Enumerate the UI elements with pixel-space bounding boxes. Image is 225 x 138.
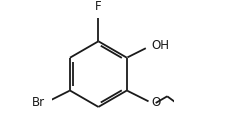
- Text: Br: Br: [32, 96, 45, 109]
- Text: F: F: [95, 0, 101, 13]
- Text: O: O: [151, 96, 160, 109]
- Text: OH: OH: [151, 39, 169, 52]
